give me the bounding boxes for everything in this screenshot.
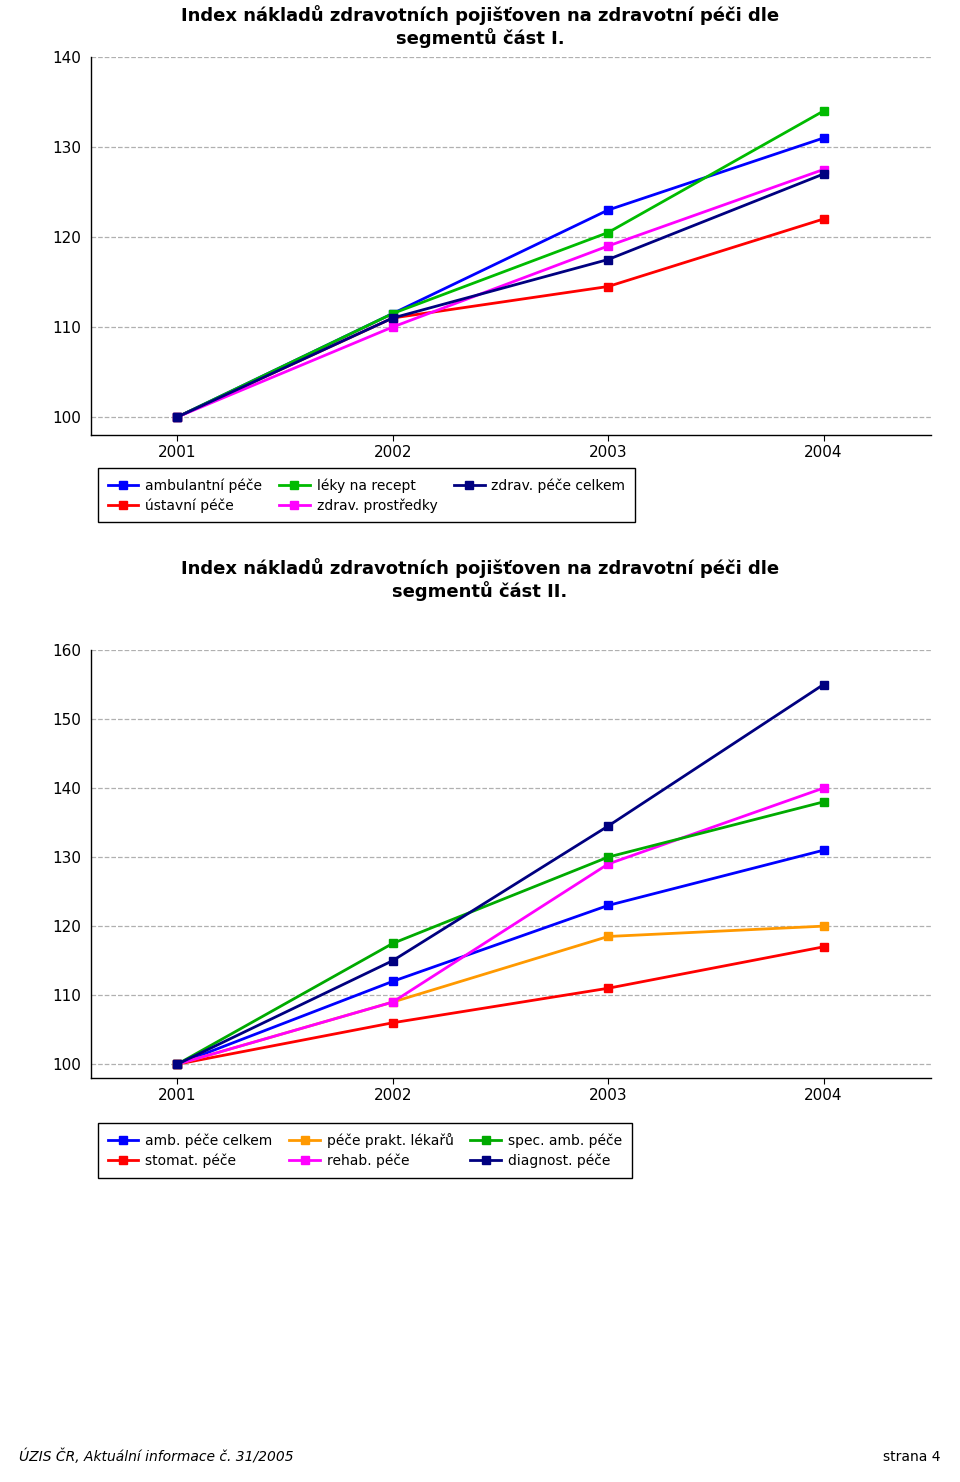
Text: Index nákladů zdravotních pojišťoven na zdravotní péči dle
segmentů část II.: Index nákladů zdravotních pojišťoven na … — [180, 559, 780, 602]
Text: ÚZIS ČR, Aktuální informace č. 31/2005: ÚZIS ČR, Aktuální informace č. 31/2005 — [19, 1449, 294, 1464]
Text: Index nákladů zdravotních pojišťoven na zdravotní péči dle
segmentů část I.: Index nákladů zdravotních pojišťoven na … — [180, 4, 780, 49]
Text: strana 4: strana 4 — [883, 1451, 941, 1464]
Legend: amb. péče celkem, stomat. péče, péče prakt. lékařů, rehab. péče, spec. amb. péče: amb. péče celkem, stomat. péče, péče pra… — [98, 1123, 632, 1178]
Legend: ambulantní péče, ústavní péče, léky na recept, zdrav. prostředky, zdrav. péče ce: ambulantní péče, ústavní péče, léky na r… — [98, 468, 636, 522]
